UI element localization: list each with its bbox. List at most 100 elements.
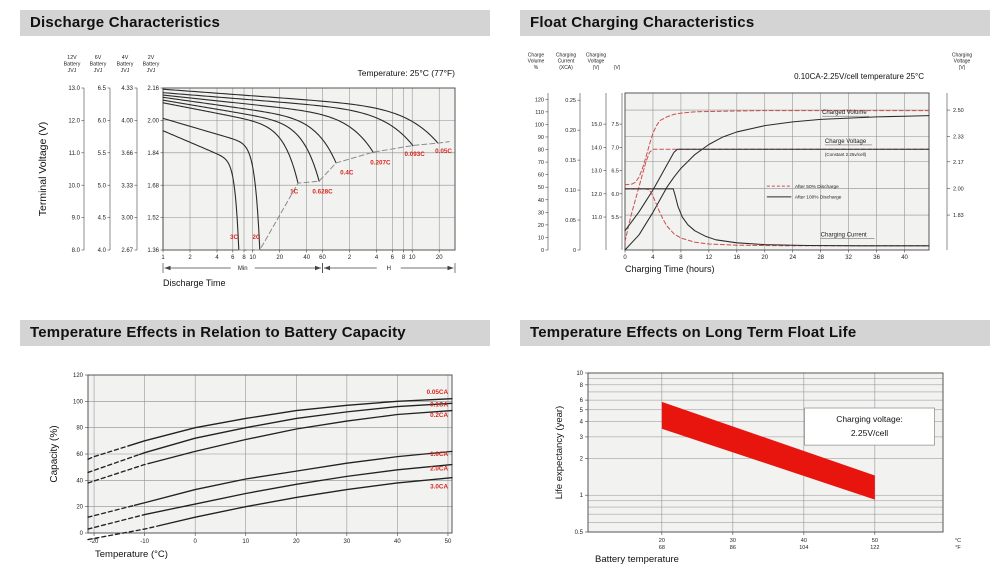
svg-text:10: 10 <box>409 255 416 261</box>
svg-text:6.0: 6.0 <box>611 192 619 198</box>
life-expectancy-band <box>661 401 875 500</box>
svg-text:°F: °F <box>955 545 961 551</box>
svg-text:3.66: 3.66 <box>121 151 133 157</box>
svg-text:40: 40 <box>303 255 310 261</box>
svg-text:0.628C: 0.628C <box>312 189 333 196</box>
svg-text:1.83: 1.83 <box>953 213 964 219</box>
chart-subtitle: 0.10CA-2.25V/cell temperature 25°C <box>794 72 924 81</box>
section-title-float-life: Temperature Effects on Long Term Float L… <box>520 320 990 346</box>
svg-text:0.25: 0.25 <box>565 98 576 104</box>
svg-text:Battery: Battery <box>90 61 107 67</box>
svg-text:4: 4 <box>651 255 655 261</box>
svg-text:0.093C: 0.093C <box>405 151 426 158</box>
final-voltage-envelope <box>238 141 450 251</box>
svg-text:60: 60 <box>319 255 326 261</box>
svg-text:0: 0 <box>573 248 576 254</box>
capacity-curves <box>87 398 453 541</box>
gridlines <box>624 92 930 251</box>
svg-text:Charging Time (hours): Charging Time (hours) <box>625 264 715 274</box>
charging-curves <box>624 110 930 251</box>
svg-text:3.0CA: 3.0CA <box>430 483 448 490</box>
svg-text:0: 0 <box>80 531 84 537</box>
x-axis-title: Battery temperature <box>595 554 679 565</box>
svg-text:Charging: Charging <box>952 53 973 59</box>
svg-text:0.05C: 0.05C <box>435 148 452 155</box>
svg-text:120: 120 <box>535 97 544 103</box>
svg-text:3: 3 <box>580 435 584 441</box>
svg-text:122: 122 <box>870 545 879 551</box>
svg-text:0.05: 0.05 <box>565 218 576 224</box>
svg-text:5.5: 5.5 <box>611 215 619 221</box>
svg-text:2.17: 2.17 <box>953 160 964 166</box>
svg-text:1.36: 1.36 <box>147 248 159 254</box>
capacity-temp-chart: 0 20 40 60 80 100 120 -20 -10 0 10 20 30 40 50 Capacity… <box>49 373 453 560</box>
svg-text:90: 90 <box>538 135 544 141</box>
svg-text:(V): (V) <box>959 65 966 71</box>
svg-text:20: 20 <box>436 255 443 261</box>
svg-text:0.2CA: 0.2CA <box>430 412 448 419</box>
svg-text:20: 20 <box>659 538 665 544</box>
svg-text:12.0: 12.0 <box>68 119 80 125</box>
gridlines <box>587 372 944 533</box>
section-title-capacity-temp: Temperature Effects in Relation to Batte… <box>20 320 490 346</box>
svg-text:2: 2 <box>580 456 584 462</box>
section-title-discharge: Discharge Characteristics <box>20 10 490 36</box>
svg-text:2: 2 <box>188 255 192 261</box>
svg-text:8: 8 <box>402 255 406 261</box>
plot-background <box>163 88 455 250</box>
svg-text:6.0: 6.0 <box>98 119 107 125</box>
svg-text:16: 16 <box>733 255 740 261</box>
svg-text:2.16: 2.16 <box>147 86 159 92</box>
svg-text:4: 4 <box>375 255 379 261</box>
svg-text:86: 86 <box>730 545 736 551</box>
legend: After 50% Discharge After 100% Discharge <box>766 184 842 201</box>
svg-text:13.0: 13.0 <box>68 86 80 92</box>
svg-text:1: 1 <box>580 493 584 499</box>
svg-text:40: 40 <box>76 478 83 484</box>
svg-text:Charging: Charging <box>586 53 607 59</box>
svg-text:9.0: 9.0 <box>72 216 81 222</box>
svg-text:1.0CA: 1.0CA <box>430 451 448 458</box>
svg-text:0.5: 0.5 <box>575 530 584 536</box>
svg-text:JVJ: JVJ <box>121 68 130 74</box>
svg-text:30: 30 <box>730 538 736 544</box>
svg-text:0: 0 <box>623 255 627 261</box>
svg-text:Capacity (%): Capacity (%) <box>49 425 60 482</box>
svg-text:6.5: 6.5 <box>611 169 619 175</box>
svg-text:%: % <box>534 65 539 71</box>
svg-text:4: 4 <box>580 420 584 426</box>
y-axis-title: Capacity (%) <box>49 425 60 482</box>
svg-text:24: 24 <box>789 255 796 261</box>
svg-text:10.0: 10.0 <box>68 183 80 189</box>
svg-text:100: 100 <box>73 399 84 405</box>
svg-text:Battery: Battery <box>117 61 134 67</box>
svg-text:10: 10 <box>576 371 583 377</box>
svg-text:6: 6 <box>231 255 235 261</box>
svg-text:2.25V/cell: 2.25V/cell <box>851 428 888 438</box>
float-charging-chart: ChargeVolume%010203040506070809010011012… <box>528 53 973 275</box>
svg-text:20: 20 <box>293 539 300 545</box>
svg-text:8: 8 <box>580 383 584 389</box>
svg-text:Charge Voltage: Charge Voltage <box>825 139 867 145</box>
svg-text:0.20: 0.20 <box>565 128 576 134</box>
svg-text:Charged Volume: Charged Volume <box>822 110 867 116</box>
svg-text:Current: Current <box>558 59 575 65</box>
svg-text:30: 30 <box>538 210 544 216</box>
svg-text:5: 5 <box>580 408 584 414</box>
svg-text:2.67: 2.67 <box>121 248 133 254</box>
svg-text:-10: -10 <box>140 539 149 545</box>
svg-text:Charge: Charge <box>528 53 545 59</box>
svg-text:40: 40 <box>901 255 908 261</box>
svg-text:Voltage: Voltage <box>954 59 971 65</box>
svg-text:20: 20 <box>761 255 768 261</box>
float-life-chart: Charging voltage:2.25V/cell0.51234568102… <box>554 371 961 565</box>
svg-text:11.0: 11.0 <box>592 215 602 221</box>
svg-text:Battery temperature: Battery temperature <box>595 554 679 565</box>
svg-text:Volume: Volume <box>528 59 545 65</box>
svg-text:30: 30 <box>344 539 351 545</box>
svg-text:8: 8 <box>679 255 683 261</box>
svg-text:80: 80 <box>538 148 544 154</box>
svg-text:Charging Current: Charging Current <box>821 233 867 239</box>
svg-text:60: 60 <box>538 173 544 179</box>
